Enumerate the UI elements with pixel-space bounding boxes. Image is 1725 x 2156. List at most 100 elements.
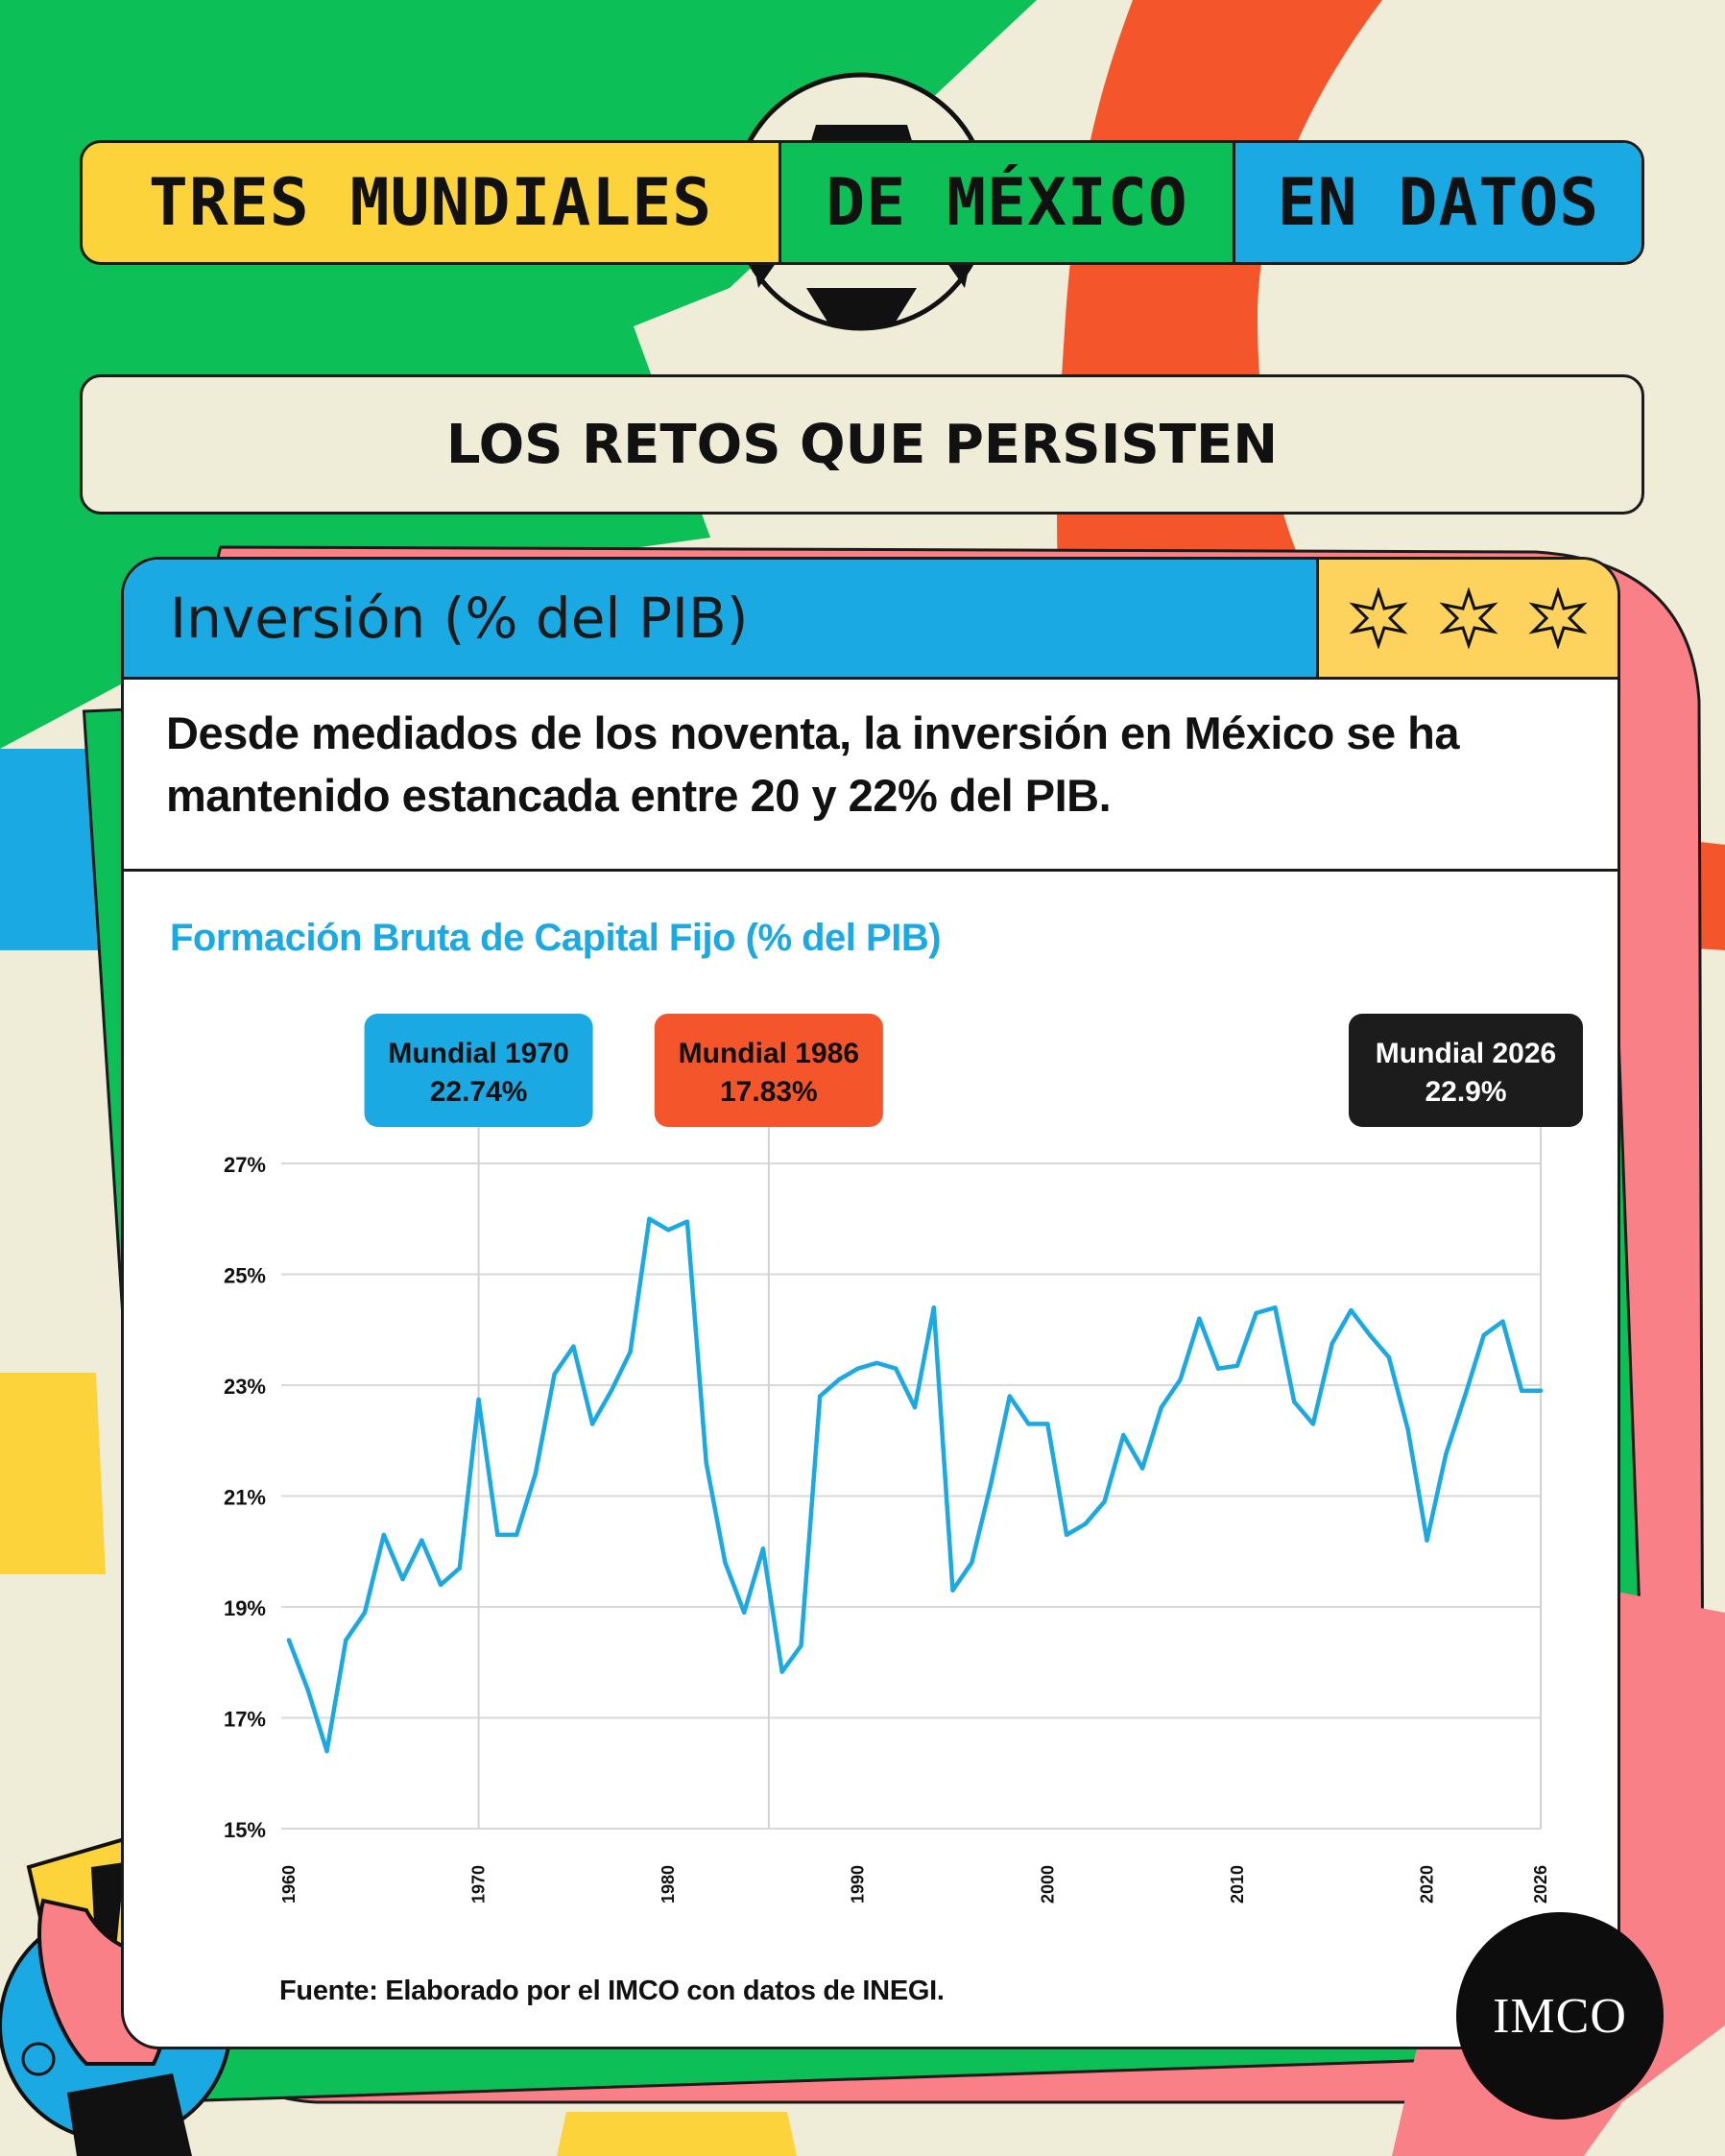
data-point (1064, 1532, 1069, 1538)
data-point (1178, 1377, 1183, 1382)
chart-title: Formación Bruta de Capital Fijo (% del P… (170, 917, 942, 959)
x-tick-label: 1990 (849, 1865, 868, 1904)
data-point (1159, 1404, 1164, 1410)
data-point (344, 1638, 348, 1642)
data-point (419, 1538, 424, 1543)
x-tick-label: 1980 (659, 1865, 678, 1904)
data-point (286, 1638, 292, 1642)
annotation-value: 22.74% (430, 1076, 528, 1108)
card-header: Inversión (% del PIB) (124, 560, 1617, 680)
data-point (1291, 1400, 1297, 1404)
annotation-box (1349, 1014, 1583, 1127)
data-point (1197, 1316, 1202, 1321)
data-point (1481, 1332, 1486, 1338)
section-subtitle: LOS RETOS QUE PERSISTEN (80, 374, 1644, 515)
data-point (400, 1576, 405, 1582)
data-point (1083, 1521, 1089, 1526)
data-point (1102, 1499, 1107, 1504)
data-point (476, 1397, 481, 1402)
data-point (1444, 1451, 1449, 1457)
y-tick-label: 21% (224, 1486, 266, 1510)
data-point (647, 1216, 652, 1221)
data-point (362, 1610, 368, 1615)
data-point (1405, 1427, 1410, 1432)
data-point (571, 1344, 576, 1349)
lead-text: Desde mediados de los noventa, la invers… (166, 707, 1460, 821)
data-point (1310, 1422, 1316, 1426)
data-point (609, 1388, 614, 1393)
x-tick-label: 1960 (279, 1865, 299, 1904)
data-point (1520, 1388, 1524, 1393)
data-point (1121, 1432, 1126, 1438)
x-tick-label: 2026 (1531, 1865, 1550, 1904)
y-tick-label: 23% (224, 1375, 266, 1399)
card-title: Inversión (% del PIB) (124, 560, 1319, 677)
y-tick-label: 17% (224, 1708, 266, 1732)
data-point (381, 1532, 386, 1538)
annotation-value: 17.83% (720, 1076, 818, 1108)
data-point (305, 1688, 310, 1692)
data-point (1007, 1394, 1012, 1399)
star-icon (1438, 587, 1498, 649)
data-point (1273, 1305, 1278, 1310)
title-part-3: EN DATOS (1235, 143, 1641, 262)
data-point (950, 1588, 955, 1593)
data-point (704, 1460, 708, 1466)
data-point (1045, 1422, 1050, 1426)
star-icon (1349, 587, 1408, 649)
stars-row (1319, 560, 1617, 677)
data-point (1538, 1388, 1544, 1393)
title-part-2: DE MÉXICO (781, 143, 1235, 262)
data-point (1026, 1422, 1031, 1426)
annotation-box (364, 1014, 593, 1127)
data-point (552, 1372, 557, 1377)
divider (124, 869, 1617, 872)
data-point (1330, 1341, 1334, 1346)
source-note: Fuente: Elaborado por el IMCO con datos … (279, 1976, 945, 2006)
data-point (1425, 1538, 1429, 1543)
data-point (589, 1422, 595, 1426)
x-tick-label: 2010 (1228, 1865, 1247, 1904)
data-point (931, 1305, 936, 1310)
title-banner: TRES MUNDIALES DE MÉXICO EN DATOS (80, 140, 1644, 265)
annotation-box (654, 1014, 883, 1127)
data-point (1462, 1394, 1468, 1399)
data-point (684, 1219, 690, 1224)
y-tick-label: 15% (224, 1818, 266, 1842)
y-tick-label: 25% (224, 1264, 266, 1288)
data-point (1215, 1366, 1221, 1371)
data-point (1349, 1307, 1354, 1313)
annotation-label: Mundial 2026 (1376, 1038, 1556, 1069)
data-point (1139, 1466, 1145, 1471)
line-chart: 15% 17% 19% 21% 23% 25% 27% 1960 1970 1980 1990 200… (224, 1014, 1583, 1904)
data-point (741, 1610, 747, 1615)
data-point (495, 1532, 500, 1538)
data-point (1254, 1310, 1258, 1316)
data-point (1367, 1332, 1373, 1338)
data-point (894, 1366, 898, 1371)
annotation-label: Mundial 1970 (388, 1038, 568, 1069)
data-point (1500, 1319, 1505, 1324)
data-point (723, 1560, 728, 1566)
title-part-1: TRES MUNDIALES (83, 143, 781, 262)
x-tick-label: 1970 (469, 1865, 489, 1904)
x-tick-label: 2020 (1417, 1865, 1436, 1904)
data-point (988, 1482, 994, 1488)
imco-logo: IMCO (1456, 1912, 1664, 2120)
series-line (286, 1216, 1544, 1754)
x-tick-label: 2000 (1038, 1865, 1057, 1904)
data-point (514, 1532, 519, 1538)
data-point (533, 1472, 539, 1476)
data-point (912, 1404, 918, 1410)
data-point (665, 1228, 671, 1233)
data-point (836, 1377, 842, 1382)
data-point (1386, 1354, 1392, 1360)
data-point (970, 1560, 974, 1566)
data-point (1234, 1363, 1240, 1368)
data-point (760, 1546, 766, 1551)
data-point (324, 1748, 329, 1754)
data-point (874, 1360, 879, 1366)
star-icon (1528, 587, 1588, 649)
data-point (628, 1350, 633, 1354)
info-card: Inversión (% del PIB) Desde mediados de … (121, 557, 1620, 2049)
